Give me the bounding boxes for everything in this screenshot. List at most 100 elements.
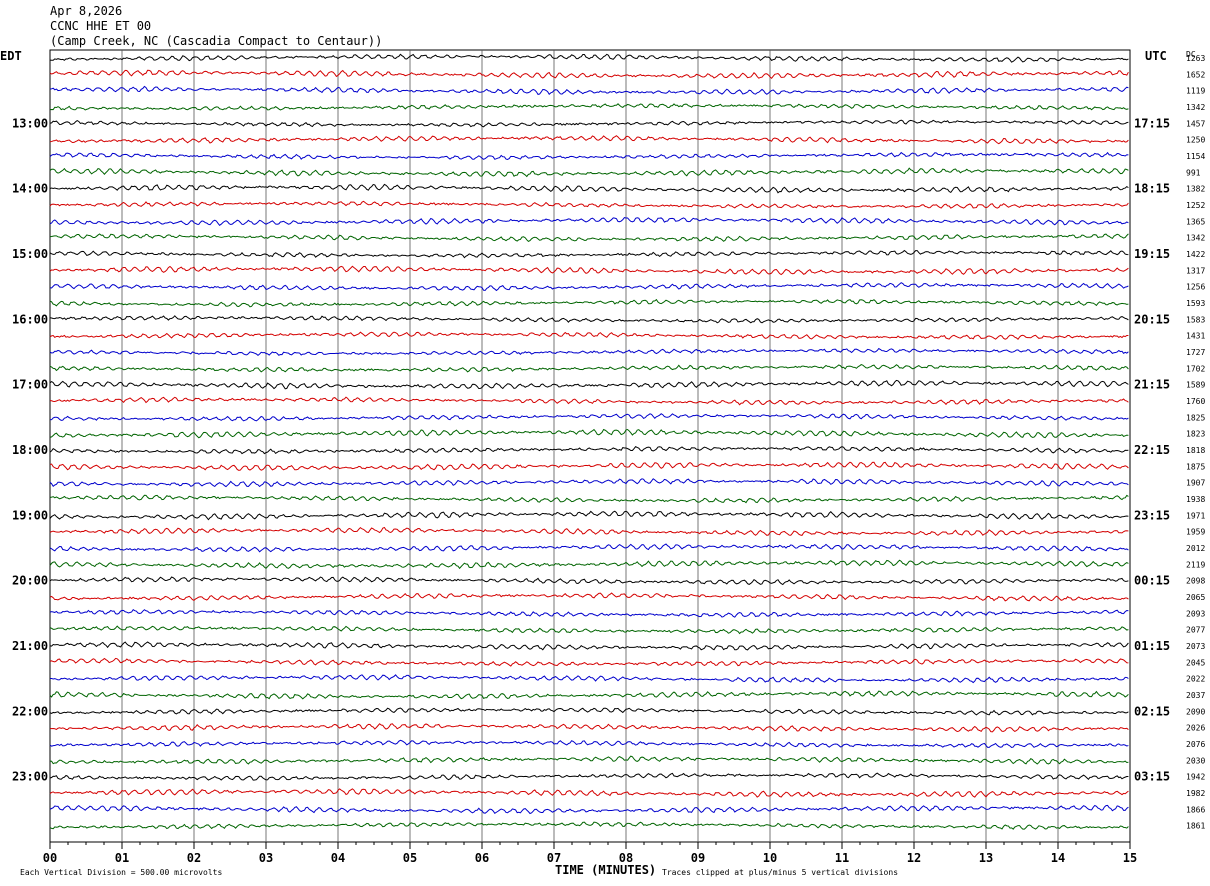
x-tick-label: 09 — [691, 851, 705, 865]
trace-line — [49, 821, 1129, 830]
trace-line — [49, 364, 1129, 373]
right-time-label: 19:15 — [1134, 247, 1170, 261]
right-time-label: 00:15 — [1134, 574, 1170, 588]
trace-line — [49, 135, 1129, 145]
left-time-label: 21:00 — [12, 639, 48, 653]
trace-line — [49, 249, 1129, 259]
dc-value: 2030 — [1186, 756, 1205, 765]
trace-line — [49, 592, 1129, 602]
dc-value: 1823 — [1186, 430, 1205, 439]
x-tick-label: 13 — [979, 851, 993, 865]
left-time-label: 13:00 — [12, 116, 48, 130]
dc-value: 1760 — [1186, 397, 1205, 406]
dc-value: 1583 — [1186, 315, 1205, 324]
dc-value: 2073 — [1186, 642, 1205, 651]
right-time-label: 03:15 — [1134, 770, 1170, 784]
left-time-label: 20:00 — [12, 574, 48, 588]
station-location: (Camp Creek, NC (Cascadia Compact to Cen… — [50, 34, 383, 48]
dc-value: 1982 — [1186, 789, 1205, 798]
trace-line — [49, 347, 1129, 357]
dc-value: 2076 — [1186, 740, 1205, 749]
trace-line — [49, 625, 1129, 635]
dc-value: 2037 — [1186, 691, 1205, 700]
left-time-label: 23:00 — [12, 770, 48, 784]
left-time-label: 18:00 — [12, 443, 48, 457]
trace-line — [49, 559, 1129, 570]
dc-value: 2077 — [1186, 626, 1205, 635]
dc-value: 1457 — [1186, 119, 1205, 128]
trace-line — [49, 315, 1129, 324]
vertical-division-note: Each Vertical Division = 500.00 microvol… — [20, 868, 222, 877]
right-time-label: 22:15 — [1134, 443, 1170, 457]
trace-line — [49, 446, 1129, 455]
trace-line — [49, 461, 1129, 471]
trace-line — [49, 151, 1129, 160]
trace-line — [49, 707, 1129, 716]
trace-line — [49, 526, 1129, 537]
trace-line — [49, 428, 1129, 439]
x-tick-label: 00 — [43, 851, 57, 865]
dc-value: 1382 — [1186, 185, 1205, 194]
dc-value: 2045 — [1186, 658, 1205, 667]
right-axis-title: UTC — [1145, 49, 1167, 63]
dc-value: 1727 — [1186, 348, 1205, 357]
seismic-traces — [49, 53, 1129, 830]
trace-line — [49, 690, 1129, 700]
trace-line — [49, 282, 1129, 292]
x-tick-label: 14 — [1051, 851, 1065, 865]
trace-line — [49, 53, 1129, 63]
trace-line — [49, 103, 1129, 111]
dc-value: 991 — [1186, 168, 1201, 177]
trace-line — [49, 119, 1129, 128]
dc-column-title: DC — [1186, 50, 1196, 59]
dc-value: 1365 — [1186, 217, 1205, 226]
left-time-label: 17:00 — [12, 378, 48, 392]
trace-line — [49, 69, 1129, 80]
trace-line — [49, 396, 1129, 406]
trace-line — [49, 217, 1129, 227]
left-time-label: 16:00 — [12, 312, 48, 326]
time-grid — [49, 49, 1131, 849]
trace-line — [49, 755, 1129, 765]
dc-value: 1589 — [1186, 381, 1205, 390]
dc-value: 2098 — [1186, 577, 1205, 586]
dc-value: 1702 — [1186, 364, 1205, 373]
x-tick-label: 08 — [619, 851, 633, 865]
station-code: CCNC HHE ET 00 — [50, 19, 152, 33]
trace-line — [49, 183, 1129, 194]
dc-value: 1866 — [1186, 805, 1205, 814]
right-time-label: 02:15 — [1134, 704, 1170, 718]
right-time-label: 01:15 — [1134, 639, 1170, 653]
dc-value: 1342 — [1186, 103, 1205, 112]
trace-line — [49, 510, 1129, 521]
dc-value: 1825 — [1186, 413, 1205, 422]
trace-line — [49, 85, 1129, 96]
trace-line — [49, 167, 1129, 178]
trace-line — [49, 200, 1129, 209]
dc-value: 1250 — [1186, 136, 1205, 145]
x-tick-label: 07 — [547, 851, 561, 865]
left-axis-title: EDT — [0, 49, 22, 63]
dc-value: 1317 — [1186, 266, 1205, 275]
trace-line — [49, 772, 1129, 781]
dc-value: 2022 — [1186, 675, 1205, 684]
trace-line — [49, 788, 1129, 798]
right-time-label: 20:15 — [1134, 312, 1170, 326]
trace-line — [49, 641, 1129, 651]
dc-value: 1971 — [1186, 511, 1205, 520]
dc-value: 1119 — [1186, 87, 1205, 96]
dc-value: 1907 — [1186, 479, 1205, 488]
right-time-label: 23:15 — [1134, 508, 1170, 522]
x-axis-title: TIME (MINUTES) — [555, 863, 656, 877]
trace-line — [49, 233, 1129, 242]
dc-value: 1861 — [1186, 822, 1205, 831]
x-tick-label: 06 — [475, 851, 489, 865]
trace-line — [49, 723, 1129, 733]
x-tick-label: 02 — [187, 851, 201, 865]
trace-line — [49, 657, 1129, 667]
dc-value: 1652 — [1186, 70, 1205, 79]
trace-line — [49, 739, 1129, 749]
left-time-label: 22:00 — [12, 704, 48, 718]
trace-line — [49, 543, 1129, 553]
